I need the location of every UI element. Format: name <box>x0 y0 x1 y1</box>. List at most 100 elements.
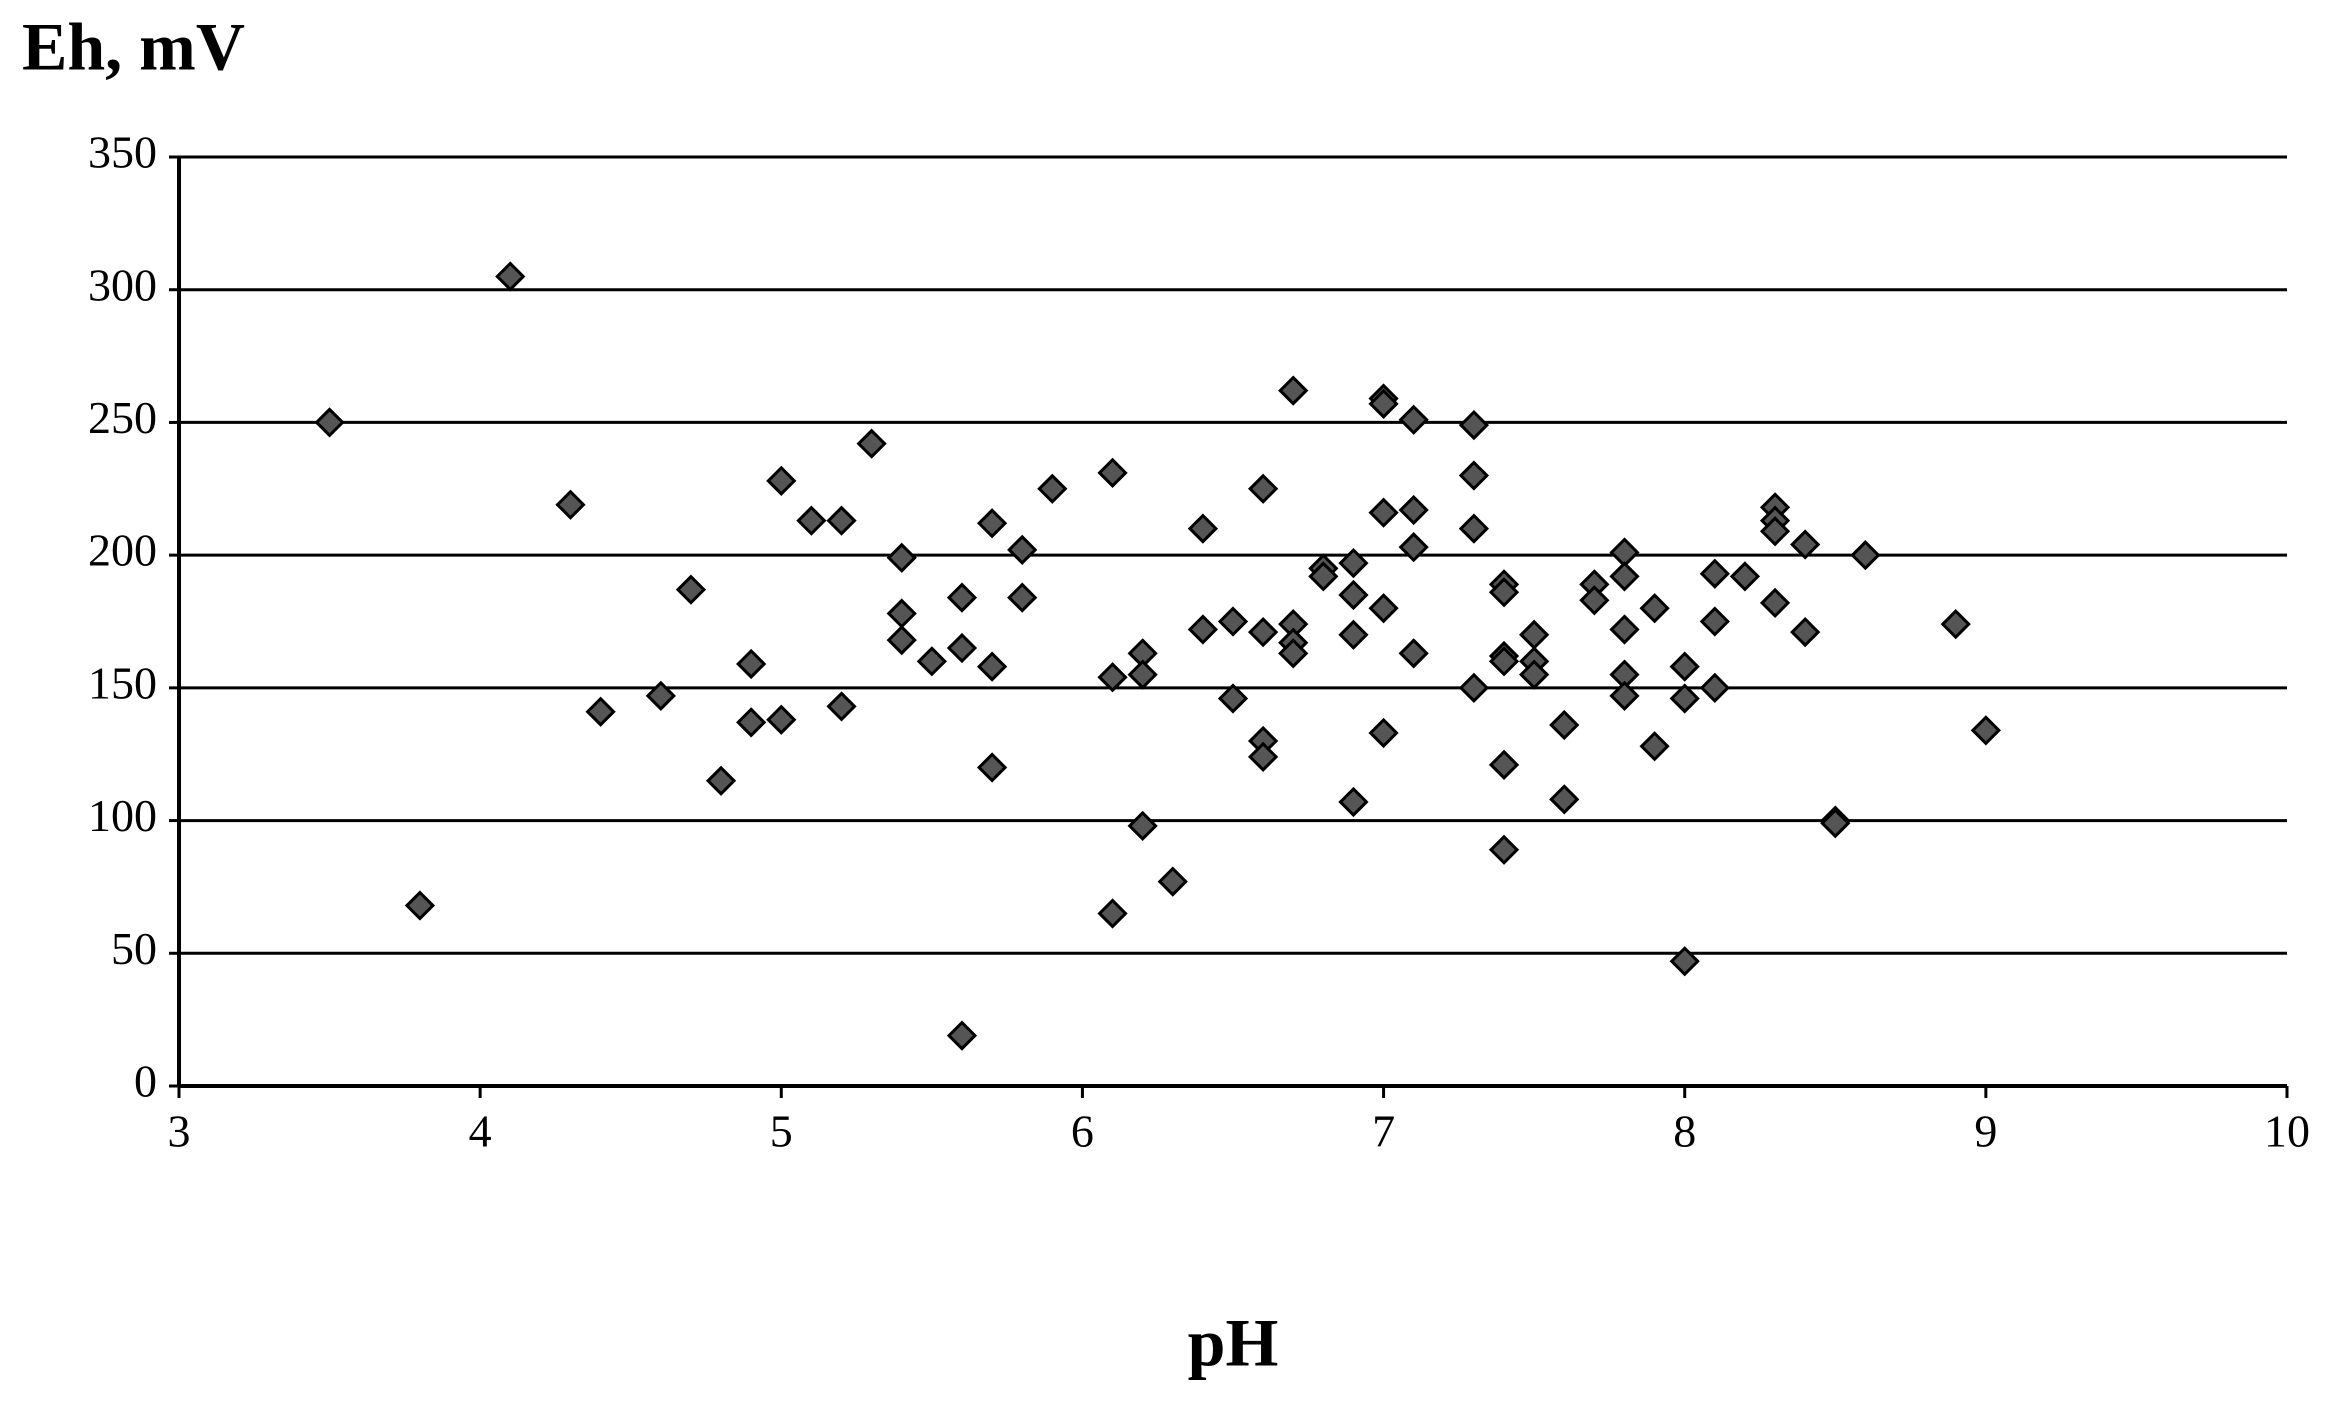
data-point <box>1398 494 1429 526</box>
data-point <box>1609 561 1640 592</box>
data-point <box>1187 513 1219 544</box>
data-point <box>1097 662 1128 693</box>
data-point <box>1488 749 1520 780</box>
data-point <box>1127 659 1158 690</box>
data-point <box>645 680 676 711</box>
data-point <box>1790 616 1821 648</box>
data-point <box>1097 898 1128 929</box>
data-point <box>826 691 857 722</box>
data-point <box>555 489 586 520</box>
data-point <box>1669 683 1700 714</box>
data-point <box>1970 715 2001 746</box>
data-point <box>1940 609 1971 640</box>
data-point <box>1187 614 1219 645</box>
data-point <box>766 704 797 735</box>
x-tick-label: 4 <box>469 1106 492 1157</box>
data-point <box>1850 540 1881 571</box>
data-point <box>1368 593 1399 624</box>
data-point <box>1699 672 1730 703</box>
data-point <box>1127 810 1158 842</box>
data-point <box>1729 561 1761 592</box>
data-point <box>1247 616 1279 648</box>
data-point <box>1037 473 1068 504</box>
data-point <box>946 1020 978 1051</box>
x-tick-label: 10 <box>2264 1106 2310 1157</box>
data-point <box>1579 585 1610 616</box>
data-point <box>1368 388 1399 419</box>
data-point <box>1007 534 1038 565</box>
data-point <box>886 542 917 573</box>
data-point <box>1278 638 1309 669</box>
data-point <box>1217 683 1249 714</box>
data-point <box>886 624 917 656</box>
data-point <box>856 428 887 459</box>
data-point <box>1549 709 1580 741</box>
data-point <box>1368 497 1399 528</box>
data-point <box>1217 606 1249 637</box>
data-point <box>976 651 1008 682</box>
y-tick-label: 0 <box>134 1056 157 1107</box>
data-point <box>1549 784 1580 815</box>
data-point <box>1820 808 1851 839</box>
data-point <box>796 505 827 536</box>
data-point <box>314 407 345 438</box>
data-point <box>1519 659 1550 690</box>
data-point <box>1398 404 1429 435</box>
data-point <box>736 648 767 680</box>
y-tick-label: 300 <box>88 259 157 310</box>
x-tick-label: 6 <box>1071 1106 1094 1157</box>
data-point <box>1699 606 1730 637</box>
data-point <box>1338 619 1369 650</box>
data-point <box>1759 587 1791 619</box>
data-point <box>766 465 797 496</box>
data-point <box>495 261 526 292</box>
data-point <box>1790 529 1821 560</box>
data-point <box>705 765 737 796</box>
y-tick-label: 200 <box>88 525 157 576</box>
x-tick-label: 5 <box>770 1106 793 1157</box>
y-axis-label: Eh, mV <box>22 9 245 85</box>
data-point <box>1308 561 1339 592</box>
data-point <box>736 707 767 738</box>
y-tick-label: 350 <box>88 127 157 178</box>
data-point <box>826 505 857 536</box>
data-point <box>886 598 917 629</box>
data-point <box>946 632 978 664</box>
data-point <box>1669 651 1700 682</box>
data-point <box>1338 786 1369 818</box>
data-point <box>1609 680 1640 711</box>
x-tick-label: 3 <box>168 1106 191 1157</box>
data-point <box>1759 516 1791 547</box>
data-point <box>1458 672 1490 703</box>
data-point <box>1278 375 1309 406</box>
x-tick-label: 7 <box>1372 1106 1395 1157</box>
data-point <box>1639 731 1670 762</box>
data-point <box>1398 532 1429 563</box>
data-point <box>1488 646 1520 677</box>
data-point <box>946 582 978 613</box>
data-point <box>1157 866 1188 897</box>
data-point <box>1519 619 1550 650</box>
data-point <box>404 890 436 921</box>
data-point <box>1699 558 1730 589</box>
data-point <box>976 752 1008 783</box>
data-point <box>916 646 947 677</box>
x-tick-label: 9 <box>1974 1106 1997 1157</box>
data-point <box>1669 946 1700 977</box>
data-point <box>1488 834 1520 865</box>
data-point <box>1488 577 1520 608</box>
data-point <box>1458 460 1490 491</box>
x-axis-label: pH <box>1188 1305 1279 1381</box>
data-point <box>585 696 616 727</box>
data-point <box>1458 513 1490 544</box>
data-point <box>1097 457 1128 488</box>
data-point <box>1458 409 1490 441</box>
data-point <box>1338 547 1369 579</box>
data-point <box>1639 593 1670 624</box>
y-tick-label: 50 <box>111 923 157 974</box>
x-tick-label: 8 <box>1673 1106 1696 1157</box>
data-point <box>1609 614 1640 645</box>
data-point <box>1398 638 1429 669</box>
